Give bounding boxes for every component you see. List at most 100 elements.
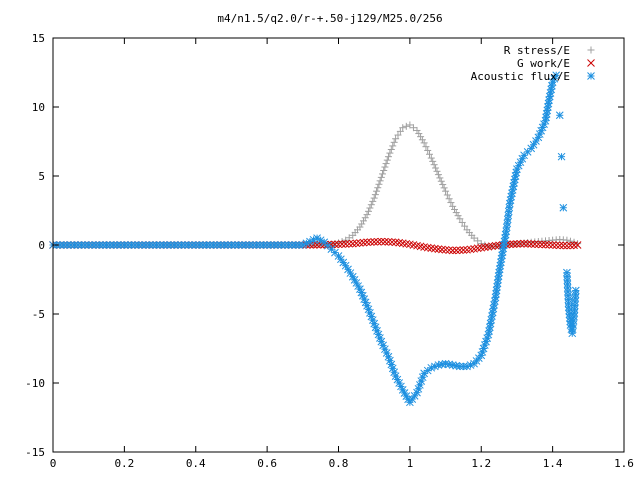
series-r-stress-e-point xyxy=(432,164,440,172)
series-acoustic-flux-e-point xyxy=(281,241,289,249)
series-r-stress-e-point xyxy=(477,240,485,248)
series-g-work-e-point xyxy=(381,237,389,246)
series-g-work-e-point xyxy=(570,241,578,250)
series-r-stress-e-point xyxy=(367,201,375,209)
series-g-work-e-point xyxy=(520,239,528,248)
series-g-work-e-point xyxy=(359,238,368,247)
series-acoustic-flux-e-point xyxy=(563,280,572,288)
series-acoustic-flux-e-point xyxy=(102,241,111,249)
series-g-work-e-point xyxy=(384,238,393,246)
series-g-work-e-point xyxy=(441,245,450,254)
x-tick-label: 0 xyxy=(50,457,57,470)
series-acoustic-flux-e-point xyxy=(291,241,300,249)
series-g-work-e-point xyxy=(356,239,364,247)
series-r-stress-e-point xyxy=(454,212,462,220)
series-g-work-e-point xyxy=(509,240,518,248)
series-g-work-e-point xyxy=(341,240,350,248)
series-r-stress-e-point xyxy=(382,160,390,168)
series-r-stress-e-point xyxy=(389,142,397,150)
series-r-stress-e-point xyxy=(392,135,400,143)
series-r-stress-e-point xyxy=(415,130,423,138)
series-g-work-e-point xyxy=(566,241,575,250)
series-g-work-e-point xyxy=(548,241,557,249)
series-g-work-e-point xyxy=(434,245,443,253)
series-acoustic-flux-e-point xyxy=(420,369,429,378)
series-acoustic-flux-e-point xyxy=(523,147,532,156)
y-tick-label: -5 xyxy=(32,308,45,321)
series-r-stress-e-point xyxy=(356,223,364,231)
series-r-stress-e-point xyxy=(434,171,442,179)
series-acoustic-flux-e-point xyxy=(66,241,75,249)
series-r-stress-e-point xyxy=(396,127,404,135)
series-g-work-e-point xyxy=(559,241,568,250)
y-tick-label: 5 xyxy=(38,170,45,183)
series-r-stress-e-point xyxy=(418,136,426,144)
series-g-work-e-point xyxy=(313,240,321,249)
series-acoustic-flux-e-point xyxy=(184,241,193,249)
chart-title: m4/n1.5/q2.0/r-+.50-j129/M25.0/256 xyxy=(217,12,442,25)
series-r-stress-e-point xyxy=(445,195,453,203)
series-r-stress-e-point xyxy=(345,234,353,242)
legend-marker xyxy=(587,46,595,54)
series-g-work-e-point xyxy=(545,240,553,249)
series-r-stress-e-point xyxy=(424,146,432,154)
x-tick-label: 1.4 xyxy=(543,457,563,470)
series-acoustic-flux-e-point xyxy=(195,241,204,249)
series-r-stress-e-point xyxy=(373,187,381,195)
series-r-stress-e-point xyxy=(369,197,377,205)
series-acoustic-flux-e-point xyxy=(134,241,143,249)
series-acoustic-flux-e-point xyxy=(557,152,566,161)
x-tick-label: 0.2 xyxy=(114,457,134,470)
series-r-stress-e-point xyxy=(406,121,414,129)
series-r-stress-e-point xyxy=(363,211,371,219)
series-g-work-e-point xyxy=(338,240,346,248)
series-r-stress-e-point xyxy=(394,131,402,139)
series-acoustic-flux-e-point xyxy=(552,71,561,80)
series-r-stress-e-point xyxy=(452,209,460,217)
series-r-stress-e-point xyxy=(399,124,407,132)
series-r-stress-e-point xyxy=(420,139,428,147)
series-g-work-e-point xyxy=(363,238,371,247)
series-r-stress-e-point xyxy=(375,180,383,188)
series-r-stress-e-point xyxy=(402,122,410,130)
series-acoustic-flux-e-point xyxy=(159,241,168,249)
legend-label: G work/E xyxy=(517,57,570,70)
x-tick-label: 1 xyxy=(407,457,414,470)
series-g-work-e-point xyxy=(541,240,550,249)
series-g-work-e-point xyxy=(513,240,521,248)
series-acoustic-flux-e-point xyxy=(199,241,207,249)
series-g-work-e-point xyxy=(445,246,453,255)
series-acoustic-flux-e-point xyxy=(74,241,82,249)
series-r-stress-e-point xyxy=(440,184,448,192)
series-acoustic-flux-e-point xyxy=(381,345,389,354)
series-r-stress-e-point xyxy=(443,191,451,199)
series-r-stress-e-point xyxy=(461,222,469,230)
series-r-stress-e-point xyxy=(433,167,441,175)
series-r-stress-e-point xyxy=(374,184,382,192)
series-r-stress-e-point xyxy=(442,187,450,195)
series-r-stress-e-point xyxy=(449,202,457,210)
series-r-stress-e-point xyxy=(427,154,435,162)
x-tick-label: 1.2 xyxy=(471,457,491,470)
y-tick-label: -10 xyxy=(25,377,45,390)
series-acoustic-flux-e-point xyxy=(224,241,232,249)
series-g-work-e-point xyxy=(348,239,357,248)
series-r-stress-e-point xyxy=(342,236,350,244)
legend-label: Acoustic flux/E xyxy=(471,70,570,83)
series-r-stress-e-point xyxy=(450,205,458,213)
series-acoustic-flux-e-point xyxy=(88,241,97,249)
series-r-stress-e-point xyxy=(371,191,379,199)
x-tick-label: 0.6 xyxy=(257,457,277,470)
legend-label: R stress/E xyxy=(504,44,570,57)
series-acoustic-flux-e-point xyxy=(571,286,580,295)
legend-marker xyxy=(587,59,595,67)
series-g-work-e-point xyxy=(530,240,539,248)
series-g-work-e-point xyxy=(534,240,543,249)
series-g-work-e-point xyxy=(523,239,532,248)
series-r-stress-e-point xyxy=(376,177,384,185)
series-acoustic-flux-e-point xyxy=(563,284,572,292)
series-r-stress-e-point xyxy=(361,214,369,222)
series-g-work-e-point xyxy=(438,245,446,254)
